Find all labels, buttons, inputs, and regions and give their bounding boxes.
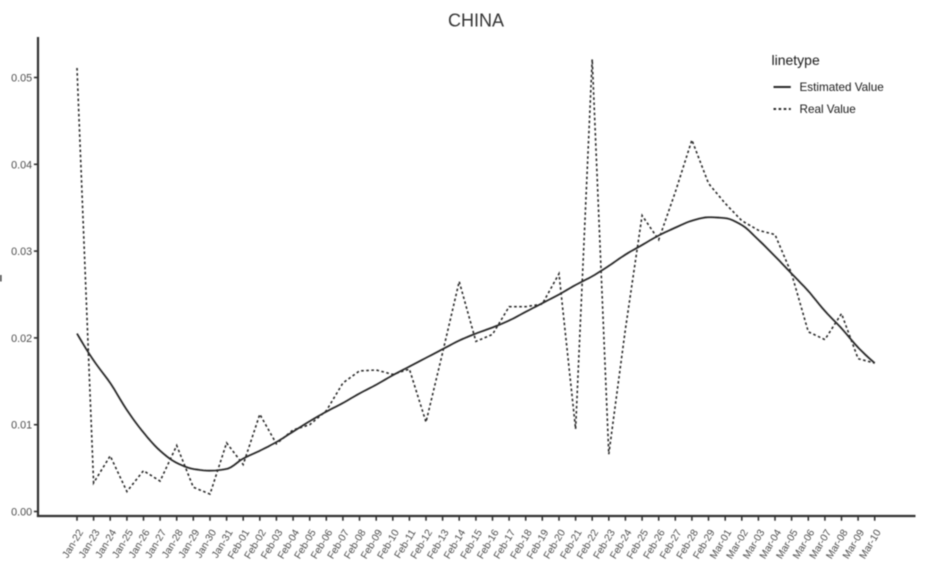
- svg-text:linetype: linetype: [772, 52, 820, 68]
- svg-text:0.04: 0.04: [11, 159, 32, 171]
- svg-text:Estimated Value: Estimated Value: [800, 81, 884, 94]
- svg-text:0.05: 0.05: [11, 73, 32, 85]
- svg-text:CHINA: CHINA: [448, 11, 504, 31]
- svg-text:0.00: 0.00: [11, 507, 32, 519]
- svg-text:0.03: 0.03: [11, 246, 32, 258]
- svg-text:Real Value: Real Value: [800, 103, 856, 116]
- svg-text:0.01: 0.01: [11, 420, 32, 432]
- svg-text:0.02: 0.02: [11, 333, 32, 345]
